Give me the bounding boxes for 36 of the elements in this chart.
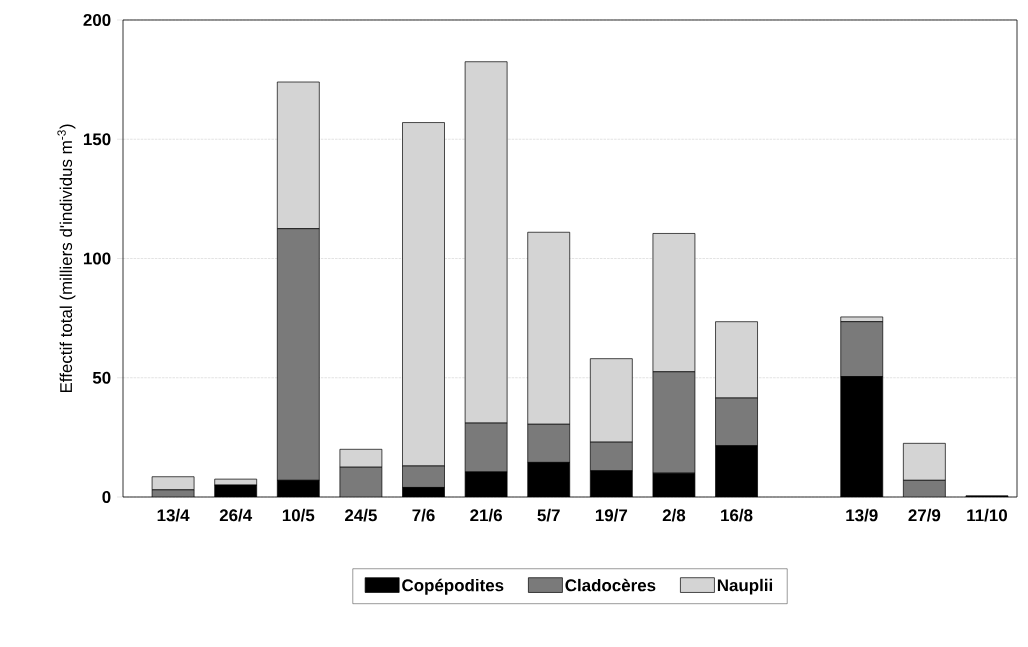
x-tick-label: 19/7	[595, 508, 628, 522]
bar	[464, 422, 508, 473]
x-tick-label: 5/7	[537, 508, 560, 522]
bar	[840, 316, 884, 323]
x-tick-label: 26/4	[219, 508, 253, 522]
x-tick-label: 24/5	[345, 508, 377, 522]
y-tick-label: 50	[92, 371, 111, 384]
y-tick-label: 0	[102, 491, 111, 503]
bar	[840, 321, 884, 377]
legend-label: Cladocères	[565, 578, 656, 592]
x-tick-label: 10/5	[282, 508, 315, 522]
legend-label: Copépodites	[402, 578, 504, 595]
bar	[276, 228, 320, 481]
bar	[715, 397, 758, 447]
y-tick-label: 100	[83, 252, 111, 265]
y-axis-title: Effectif total (milliers d'individus m$^{-3}$)	[57, 124, 76, 393]
y-tick-label: 200	[83, 14, 111, 26]
x-tick-label: 2/8	[662, 508, 686, 522]
x-tick-label: 21/6	[470, 508, 502, 522]
x-tick-label: 11/10	[967, 508, 1007, 522]
x-tick-label: 7/6	[412, 508, 435, 522]
x-tick-label: 16/8	[721, 508, 753, 522]
bar	[527, 423, 571, 463]
legend-label: Nauplii	[717, 578, 773, 595]
bar	[715, 321, 758, 399]
bar	[339, 448, 383, 468]
x-tick-label: 13/4	[157, 508, 190, 522]
bar	[527, 231, 571, 425]
bar	[652, 233, 696, 373]
y-tick-label: 150	[83, 133, 111, 146]
bar	[652, 371, 696, 474]
bar	[589, 358, 633, 443]
x-tick-label: 27/9	[908, 508, 941, 522]
x-tick-label: 13/9	[846, 508, 878, 522]
bar	[402, 465, 445, 488]
bar	[589, 441, 633, 472]
